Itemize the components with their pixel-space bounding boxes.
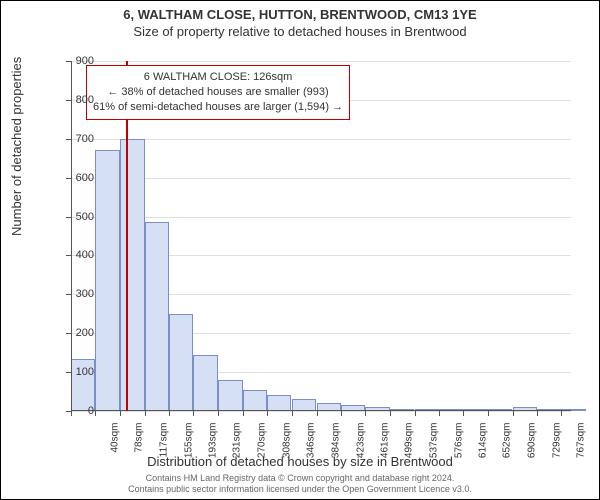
title-address: 6, WALTHAM CLOSE, HUTTON, BRENTWOOD, CM1…	[1, 7, 599, 22]
chart-container: 6, WALTHAM CLOSE, HUTTON, BRENTWOOD, CM1…	[0, 0, 600, 500]
x-tick-mark	[292, 411, 293, 416]
annotation-box: 6 WALTHAM CLOSE: 126sqm ← 38% of detache…	[86, 65, 350, 120]
x-tick-mark	[537, 411, 538, 416]
x-tick-label: 193sqm	[208, 423, 219, 463]
histogram-bar	[95, 150, 119, 411]
x-tick-mark	[317, 411, 318, 416]
annotation-line2: ← 38% of detached houses are smaller (99…	[93, 85, 343, 100]
x-tick-mark	[218, 411, 219, 416]
x-tick-mark	[145, 411, 146, 416]
y-tick-label: 800	[34, 94, 94, 106]
footer-line2: Contains public sector information licen…	[1, 484, 599, 495]
gridline	[71, 217, 571, 218]
x-tick-mark	[193, 411, 194, 416]
y-axis	[71, 61, 72, 411]
x-tick-mark	[341, 411, 342, 416]
x-tick-mark	[120, 411, 121, 416]
x-tick-label: 270sqm	[257, 423, 268, 463]
y-tick-label: 100	[34, 366, 94, 378]
x-tick-label: 729sqm	[551, 423, 562, 463]
footer-line1: Contains HM Land Registry data © Crown c…	[1, 473, 599, 484]
x-tick-label: 155sqm	[183, 423, 194, 463]
y-tick-label: 400	[34, 249, 94, 261]
y-tick-label: 600	[34, 172, 94, 184]
x-tick-label: 652sqm	[502, 423, 513, 463]
x-tick-mark	[463, 411, 464, 416]
x-tick-label: 461sqm	[379, 423, 390, 463]
x-tick-mark	[390, 411, 391, 416]
annotation-line1: 6 WALTHAM CLOSE: 126sqm	[93, 70, 343, 85]
title-block: 6, WALTHAM CLOSE, HUTTON, BRENTWOOD, CM1…	[1, 7, 599, 39]
gridline	[71, 178, 571, 179]
histogram-bar	[218, 380, 242, 411]
x-tick-label: 40sqm	[110, 423, 121, 463]
x-tick-mark	[513, 411, 514, 416]
x-tick-label: 117sqm	[159, 423, 170, 463]
histogram-bar	[193, 355, 217, 411]
y-tick-label: 500	[34, 211, 94, 223]
footer: Contains HM Land Registry data © Crown c…	[1, 473, 599, 496]
histogram-bar	[145, 222, 169, 411]
x-tick-label: 308sqm	[281, 423, 292, 463]
x-tick-label: 499sqm	[404, 423, 415, 463]
x-tick-label: 384sqm	[330, 423, 341, 463]
gridline	[71, 411, 571, 412]
y-tick-label: 200	[34, 327, 94, 339]
x-tick-mark	[95, 411, 96, 416]
x-tick-label: 78sqm	[134, 423, 145, 463]
y-tick-label: 900	[34, 55, 94, 67]
x-tick-mark	[169, 411, 170, 416]
x-tick-mark	[488, 411, 489, 416]
x-tick-label: 767sqm	[576, 423, 587, 463]
annotation-line3: 61% of semi-detached houses are larger (…	[93, 100, 343, 115]
x-tick-label: 231sqm	[232, 423, 243, 463]
gridline	[71, 139, 571, 140]
title-subtitle: Size of property relative to detached ho…	[1, 24, 599, 39]
histogram-bar	[120, 139, 144, 411]
x-tick-label: 346sqm	[306, 423, 317, 463]
x-tick-mark	[561, 411, 562, 416]
x-tick-mark	[415, 411, 416, 416]
x-tick-mark	[439, 411, 440, 416]
histogram-bar	[169, 314, 193, 411]
x-tick-mark	[365, 411, 366, 416]
y-tick-label: 700	[34, 133, 94, 145]
histogram-bar	[243, 390, 267, 411]
x-tick-mark	[267, 411, 268, 416]
x-tick-label: 614sqm	[477, 423, 488, 463]
x-tick-label: 537sqm	[428, 423, 439, 463]
y-tick-label: 0	[34, 405, 94, 417]
x-tick-label: 576sqm	[453, 423, 464, 463]
x-tick-label: 690sqm	[526, 423, 537, 463]
x-axis	[71, 410, 571, 411]
y-tick-label: 300	[34, 288, 94, 300]
y-axis-title: Number of detached properties	[9, 57, 24, 236]
gridline	[71, 61, 571, 62]
x-tick-label: 423sqm	[355, 423, 366, 463]
x-tick-mark	[243, 411, 244, 416]
histogram-bar	[267, 395, 291, 411]
